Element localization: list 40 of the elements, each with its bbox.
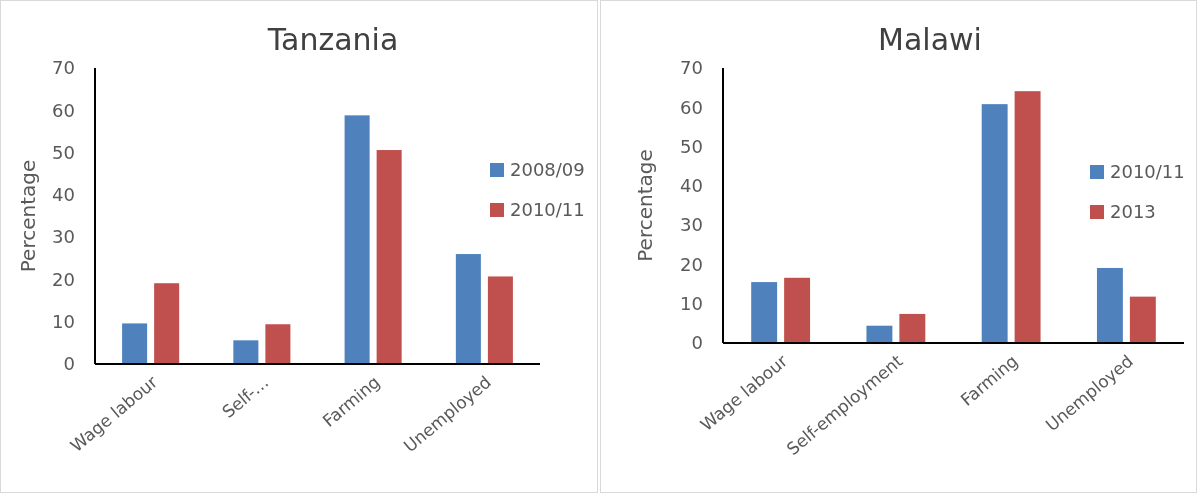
legend-label: 2008/09: [510, 159, 585, 181]
chart-title: Malawi: [878, 22, 982, 57]
bar: [899, 313, 926, 343]
y-tick-label: 0: [63, 353, 75, 375]
y-axis-title: Percentage: [633, 149, 657, 262]
bar: [866, 325, 893, 343]
bar: [784, 277, 811, 343]
y-tick-label: 50: [680, 135, 703, 157]
bar: [344, 115, 370, 364]
y-tick-label: 50: [52, 141, 75, 163]
legend-label: 2010/11: [1110, 161, 1185, 183]
legend-label: 2010/11: [510, 199, 585, 221]
y-tick-label: 60: [52, 99, 75, 121]
chart-title: Tanzania: [266, 22, 399, 57]
legend-label: 2013: [1110, 201, 1156, 223]
bar: [1096, 267, 1123, 343]
y-tick-label: 40: [52, 184, 75, 206]
bar: [1129, 296, 1156, 343]
y-axis-title: Percentage: [16, 159, 40, 273]
y-tick-label: 0: [691, 332, 703, 354]
bar: [122, 323, 148, 364]
bar: [154, 283, 180, 364]
y-tick-label: 60: [680, 96, 703, 118]
y-tick-label: 70: [52, 57, 75, 79]
bar: [1014, 91, 1041, 343]
bar: [376, 150, 402, 364]
bar: [981, 104, 1008, 343]
y-tick-label: 70: [680, 57, 703, 79]
bar: [265, 324, 291, 364]
y-tick-label: 20: [52, 268, 75, 290]
y-tick-label: 30: [680, 214, 703, 236]
y-tick-label: 10: [680, 293, 703, 315]
y-tick-label: 20: [680, 253, 703, 275]
y-tick-label: 30: [52, 226, 75, 248]
y-tick-label: 10: [52, 311, 75, 333]
bar: [233, 340, 259, 364]
y-tick-label: 40: [680, 175, 703, 197]
bar: [751, 282, 778, 343]
bar: [487, 276, 513, 364]
bar: [455, 254, 481, 364]
